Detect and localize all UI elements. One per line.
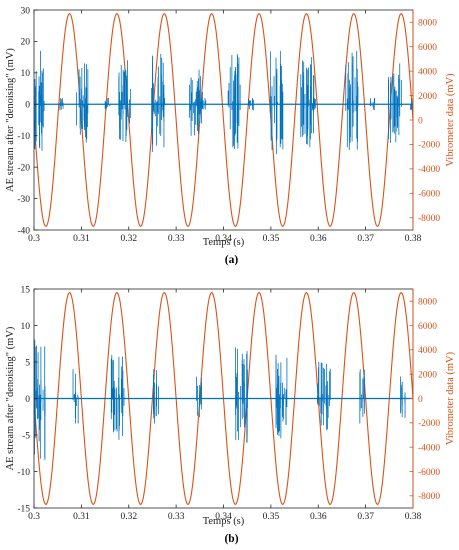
y-right-tick-label: -4000 bbox=[418, 443, 440, 453]
ae-burst bbox=[300, 57, 315, 148]
y-right-tick-label: 2000 bbox=[418, 92, 437, 102]
y-right-tick-label: 6000 bbox=[418, 322, 437, 332]
x-tick-label: 0.3 bbox=[28, 512, 40, 522]
y-right-tick-label: -8000 bbox=[418, 492, 440, 502]
x-tick-label: 0.37 bbox=[357, 234, 374, 244]
y-left-axis-title: AE stream after "denoising" (mV) bbox=[5, 48, 16, 192]
ae-burst bbox=[34, 339, 46, 461]
y-right-tick-label: -8000 bbox=[418, 214, 440, 224]
ae-burst bbox=[388, 63, 402, 143]
y-left-tick-label: -40 bbox=[17, 226, 30, 236]
x-tick-label: 0.34 bbox=[215, 512, 232, 522]
y-left-tick-label: -5 bbox=[22, 431, 30, 441]
ae-burst bbox=[110, 354, 125, 440]
y-left-tick-label: 15 bbox=[21, 285, 31, 295]
ae-burst bbox=[151, 54, 165, 152]
ae-burst bbox=[34, 50, 45, 151]
x-tick-label: 0.33 bbox=[168, 234, 185, 244]
ae-burst bbox=[370, 98, 376, 111]
ae-burst bbox=[359, 369, 365, 424]
ae-burst bbox=[72, 369, 79, 424]
y-right-tick-label: 8000 bbox=[418, 19, 437, 29]
y-left-tick-label: -15 bbox=[17, 504, 30, 514]
ae-burst bbox=[189, 69, 203, 136]
x-tick-label: 0.31 bbox=[73, 234, 90, 244]
ae-burst bbox=[275, 354, 288, 439]
ae-burst bbox=[345, 50, 359, 150]
ae-series bbox=[34, 50, 413, 155]
y-right-tick-label: 8000 bbox=[418, 297, 437, 307]
y-left-tick-label: -30 bbox=[17, 195, 30, 205]
y-left-tick-label: 20 bbox=[21, 38, 31, 48]
y-right-tick-label: -6000 bbox=[418, 468, 440, 478]
x-tick-label: 0.38 bbox=[405, 512, 422, 522]
x-axis-title: Temps (s) bbox=[203, 237, 245, 248]
x-tick-label: 0.32 bbox=[120, 234, 137, 244]
y-right-axis-title: Vibrometer data (mV) bbox=[445, 73, 456, 167]
panel-label: (b) bbox=[224, 533, 238, 545]
ae-burst bbox=[152, 369, 159, 424]
y-right-tick-label: -2000 bbox=[418, 141, 440, 151]
ae-burst bbox=[196, 376, 202, 418]
y-right-tick-label: -4000 bbox=[418, 165, 440, 175]
y-left-tick-label: -10 bbox=[17, 132, 30, 142]
y-right-tick-label: 2000 bbox=[418, 370, 437, 380]
y-right-tick-label: -2000 bbox=[418, 419, 440, 429]
x-tick-label: 0.32 bbox=[120, 512, 137, 522]
ae-burst bbox=[75, 63, 89, 143]
panel-label: (a) bbox=[225, 254, 239, 266]
x-tick-label: 0.35 bbox=[263, 234, 280, 244]
ae-burst bbox=[410, 98, 413, 110]
y-right-tick-label: 6000 bbox=[418, 43, 437, 53]
ae-burst bbox=[160, 98, 166, 110]
ae-burst bbox=[104, 98, 111, 110]
y-left-axis-title: AE stream after "denoising" (mV) bbox=[5, 326, 16, 470]
x-tick-label: 0.34 bbox=[215, 234, 232, 244]
y-left-tick-label: -10 bbox=[17, 468, 30, 478]
vibrometer-series-line bbox=[34, 13, 413, 227]
panel-a: 0.3 0.31 0.32 0.33 0.34 0.35 0.36 0.37 0.38 -40 -3… bbox=[5, 6, 456, 266]
x-axis-title: Temps (s) bbox=[203, 516, 245, 527]
x-tick-label: 0.35 bbox=[263, 512, 280, 522]
ae-burst bbox=[235, 347, 248, 443]
panel-b: 0.3 0.31 0.32 0.33 0.34 0.35 0.36 0.37 0.38 -15 -1… bbox=[5, 285, 456, 545]
y-right-tick-label: -6000 bbox=[418, 190, 440, 200]
ae-burst bbox=[227, 54, 241, 149]
ae-burst bbox=[310, 98, 316, 111]
y-left-tick-label: 0 bbox=[25, 395, 30, 405]
ae-burst bbox=[269, 50, 284, 155]
x-tick-label: 0.36 bbox=[310, 512, 327, 522]
x-tick-label: 0.3 bbox=[28, 234, 40, 244]
ae-burst bbox=[400, 376, 406, 418]
y-right-tick-label: 4000 bbox=[418, 67, 437, 77]
x-tick-label: 0.37 bbox=[357, 512, 374, 522]
y-left-tick-label: -20 bbox=[17, 163, 30, 173]
y-left-tick-label: 10 bbox=[21, 322, 31, 332]
x-tick-label: 0.33 bbox=[168, 512, 185, 522]
ae-burst bbox=[247, 98, 254, 111]
y-right-tick-label: 0 bbox=[418, 395, 423, 405]
y-left-tick-label: 5 bbox=[25, 358, 30, 368]
x-tick-label: 0.38 bbox=[405, 234, 422, 244]
y-left-tick-label: 30 bbox=[21, 6, 31, 16]
ae-burst bbox=[59, 98, 64, 111]
y-left-tick-label: 0 bbox=[25, 101, 30, 111]
y-right-axis-title: Vibrometer data (mV) bbox=[445, 351, 456, 445]
y-left-tick-label: 10 bbox=[21, 69, 31, 79]
ae-burst bbox=[317, 362, 331, 430]
x-tick-label: 0.36 bbox=[310, 234, 327, 244]
x-tick-label: 0.31 bbox=[73, 512, 90, 522]
y-right-tick-label: 0 bbox=[418, 116, 423, 126]
y-right-tick-label: 4000 bbox=[418, 346, 437, 356]
ae-burst bbox=[118, 60, 132, 142]
ae-burst bbox=[200, 98, 207, 110]
